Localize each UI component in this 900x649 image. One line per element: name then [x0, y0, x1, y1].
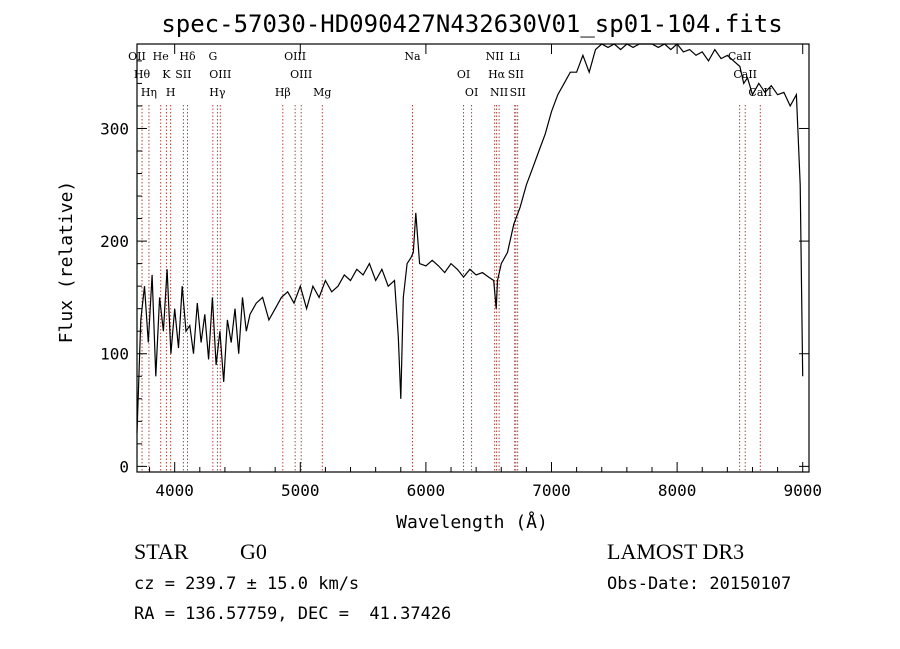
line-label: K [162, 68, 171, 81]
line-label: CaII [748, 86, 772, 99]
chart-title: spec-57030-HD090427N432630V01_sp01-104.f… [161, 10, 782, 38]
line-label: OI [457, 68, 470, 81]
x-tick-label: 9000 [783, 481, 822, 500]
line-label: Li [509, 50, 520, 63]
observation-date: Obs-Date: 20150107 [607, 574, 792, 594]
line-label: Hθ [134, 68, 151, 81]
x-tick-label: 8000 [658, 481, 697, 500]
y-axis-ticks: 0 100 200 300 [100, 60, 809, 476]
line-label: CaII [733, 68, 757, 81]
spectrum-series-line [136, 43, 804, 433]
line-label: SII [508, 68, 524, 81]
line-label: Hβ [275, 86, 291, 99]
y-tick-label: 100 [100, 345, 129, 364]
line-label: OIII [209, 68, 231, 81]
x-tick-label: 4000 [155, 481, 194, 500]
y-axis-label: Flux (relative) [56, 181, 77, 344]
line-label: Hα [488, 68, 506, 81]
x-tick-label: 5000 [281, 481, 320, 500]
y-tick-label: 200 [100, 232, 129, 251]
object-class: STAR [134, 539, 189, 564]
spectral-line-markers [136, 105, 761, 472]
coordinates: RA = 136.57759, DEC = 41.37426 [134, 604, 452, 624]
y-tick-label: 300 [100, 119, 129, 138]
x-tick-label: 7000 [532, 481, 571, 500]
plot-frame [136, 43, 810, 473]
line-label: G [208, 50, 217, 63]
x-tick-label: 6000 [407, 481, 446, 500]
object-subclass: G0 [240, 539, 267, 564]
x-axis-ticks: 4000 5000 6000 7000 8000 9000 [149, 44, 822, 500]
x-axis-label: Wavelength (Å) [396, 511, 548, 533]
line-label: Na [404, 50, 421, 63]
line-label: Mg [313, 86, 331, 99]
line-label: NII [490, 86, 508, 99]
y-tick-label: 0 [119, 457, 129, 476]
line-label: Hδ [179, 50, 196, 63]
line-label: Hγ [209, 86, 226, 99]
line-label: He [153, 50, 169, 63]
line-label: CaII [728, 50, 752, 63]
line-label: NII [486, 50, 504, 63]
survey-name: LAMOST DR3 [607, 539, 745, 564]
line-label: H [166, 86, 176, 99]
spectral-line-labels: OIIHθHηHeKHHδSIIHγGOIIIHβOIIIOIIIMgNaOIO… [128, 50, 772, 99]
line-label: OIII [290, 68, 312, 81]
line-label: SII [510, 86, 526, 99]
line-label: OIII [284, 50, 306, 63]
line-label: Hη [141, 86, 157, 99]
line-label: OI [465, 86, 478, 99]
redshift-cz: cz = 239.7 ± 15.0 km/s [134, 574, 360, 594]
line-label: SII [175, 68, 191, 81]
